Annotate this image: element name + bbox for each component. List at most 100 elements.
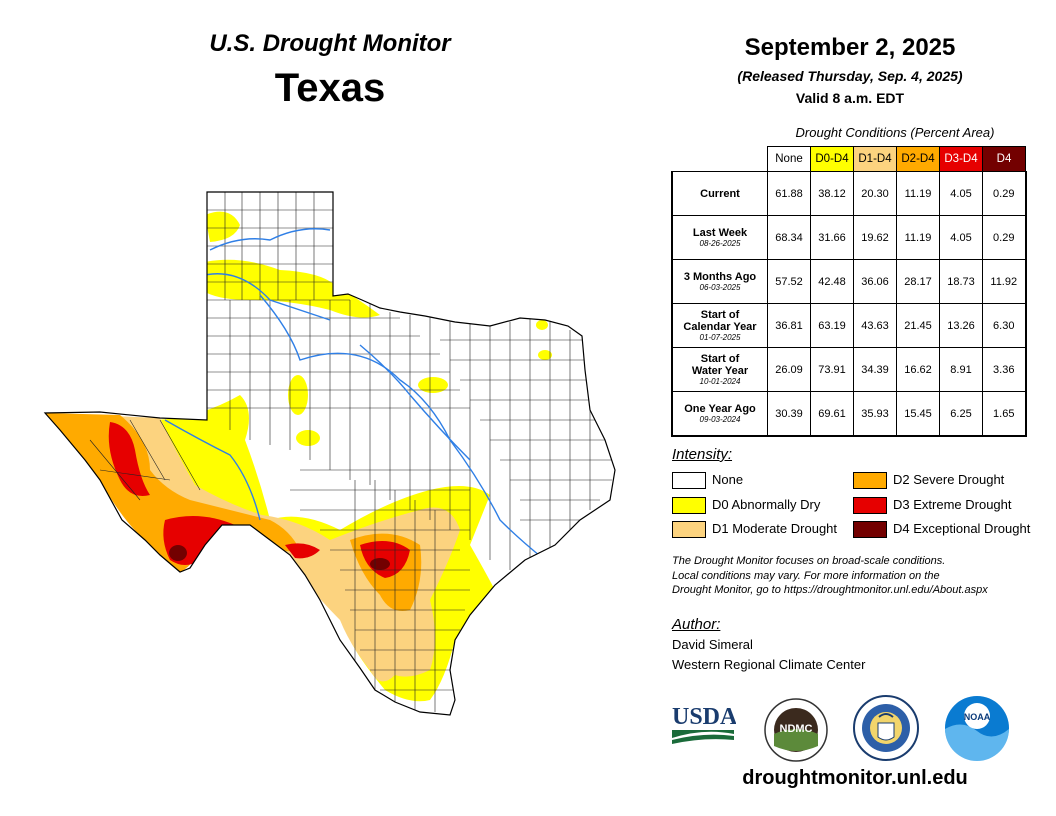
rivers — [164, 228, 546, 561]
legend-item: None — [672, 471, 744, 490]
table-row: Current 61.88 38.12 20.30 11.19 4.05 0.2… — [671, 171, 1026, 216]
table-cell: 61.88 — [767, 171, 811, 216]
legend-swatch — [672, 472, 706, 490]
legend-swatch — [853, 497, 887, 515]
legend-swatch — [853, 472, 887, 490]
table-cell: 0.29 — [982, 215, 1026, 260]
table-cell: 26.09 — [767, 347, 811, 392]
map-date: September 2, 2025 — [744, 34, 956, 61]
table-cell: 8.91 — [939, 347, 983, 392]
legend-item: D4 Exceptional Drought — [853, 520, 1031, 539]
column-header: D2-D4 — [896, 146, 940, 172]
author-heading: Author: — [672, 616, 721, 633]
author-name: David Simeral — [672, 637, 753, 652]
table-cell: 69.61 — [810, 391, 854, 437]
row-date: 09-03-2024 — [699, 414, 741, 424]
commerce-seal — [853, 695, 919, 761]
table-cell: 1.65 — [982, 391, 1026, 437]
legend-swatch — [853, 521, 887, 539]
legend-label: D3 Extreme Drought — [893, 497, 1012, 512]
legend-swatch — [672, 521, 706, 539]
table-row: One Year Ago 09-03-2024 30.39 69.61 35.93… — [671, 391, 1026, 437]
ndmc-logo: NDMC — [764, 698, 828, 762]
table-cell: 20.30 — [853, 171, 897, 216]
table-cell: 11.19 — [896, 171, 940, 216]
table-cell: 28.17 — [896, 259, 940, 304]
row-label: 3 Months Ago 06-03-2025 — [671, 259, 768, 304]
table-cell: 11.92 — [982, 259, 1026, 304]
noaa-logo: NOAA — [945, 696, 1009, 761]
column-header: D3-D4 — [939, 146, 983, 172]
legend-item: D0 Abnormally Dry — [672, 496, 821, 515]
table-cell: 3.36 — [982, 347, 1026, 392]
legend-title: Intensity: — [672, 446, 733, 463]
row-label: Current — [671, 171, 768, 216]
table-cell: 0.29 — [982, 171, 1026, 216]
row-date: 08-26-2025 — [699, 238, 741, 248]
table-cell: 57.52 — [767, 259, 811, 304]
texas-outline — [43, 191, 616, 716]
table-caption: Drought Conditions (Percent Area) — [795, 125, 995, 140]
legend-label: None — [712, 472, 744, 487]
website-link[interactable]: droughtmonitor.unl.edu — [742, 767, 968, 789]
table-cell: 68.34 — [767, 215, 811, 260]
row-label: Start of Water Year 10-01-2024 — [671, 347, 768, 392]
legend-item: D1 Moderate Drought — [672, 520, 838, 539]
note-line: Local conditions may vary. For more info… — [672, 569, 940, 582]
table-cell: 30.39 — [767, 391, 811, 437]
disclaimer-note: The Drought Monitor focuses on broad-sca… — [672, 554, 1042, 598]
header-blank — [672, 147, 768, 172]
release-date: (Released Thursday, Sep. 4, 2025) — [737, 68, 963, 84]
table-cell: 35.93 — [853, 391, 897, 437]
county-boundaries — [89, 192, 612, 712]
table-header-row: None D0-D4 D1-D4 D2-D4 D3-D4 D4 — [672, 146, 1026, 172]
usda-logo: USDA — [672, 704, 736, 744]
table-cell: 15.45 — [896, 391, 940, 437]
row-date: 01-07-2025 — [699, 332, 741, 342]
table-cell: 13.26 — [939, 303, 983, 348]
table-row: 3 Months Ago 06-03-2025 57.52 42.48 36.06… — [671, 259, 1026, 304]
table-cell: 63.19 — [810, 303, 854, 348]
drought-conditions-table: None D0-D4 D1-D4 D2-D4 D3-D4 D4 Current … — [671, 146, 1027, 437]
table-cell: 42.48 — [810, 259, 854, 304]
row-date: 10-01-2024 — [699, 376, 741, 386]
legend-label: D0 Abnormally Dry — [712, 497, 821, 512]
table-cell: 31.66 — [810, 215, 854, 260]
table-cell: 4.05 — [939, 171, 983, 216]
table-row: Start of Calendar Year 01-07-2025 36.81 63… — [671, 303, 1026, 348]
table-cell: 6.30 — [982, 303, 1026, 348]
column-header: None — [767, 146, 811, 172]
legend-label: D4 Exceptional Drought — [893, 521, 1031, 536]
noaa-logo-text: NOAA — [964, 712, 991, 722]
table-cell: 34.39 — [853, 347, 897, 392]
author-organization: Western Regional Climate Center — [672, 657, 866, 672]
table-cell: 36.81 — [767, 303, 811, 348]
table-cell: 6.25 — [939, 391, 983, 437]
legend-item: D3 Extreme Drought — [853, 496, 1012, 515]
valid-time: Valid 8 a.m. EDT — [795, 90, 905, 106]
ndmc-logo-text: NDMC — [780, 723, 813, 735]
note-line: The Drought Monitor focuses on broad-sca… — [672, 555, 946, 567]
table-cell: 11.19 — [896, 215, 940, 260]
usda-logo-text: USDA — [672, 704, 736, 730]
row-label: One Year Ago 09-03-2024 — [671, 391, 768, 437]
legend-swatch — [672, 497, 706, 515]
row-label: Last Week 08-26-2025 — [671, 215, 768, 260]
table-cell: 36.06 — [853, 259, 897, 304]
table-cell: 21.45 — [896, 303, 940, 348]
table-cell: 73.91 — [810, 347, 854, 392]
map-state-title: Texas — [274, 66, 386, 110]
table-cell: 43.63 — [853, 303, 897, 348]
column-header: D1-D4 — [853, 146, 897, 172]
column-header: D0-D4 — [810, 146, 854, 172]
legend-item: D2 Severe Drought — [853, 471, 1004, 490]
note-line: Drought Monitor, go to https://droughtmo… — [672, 584, 988, 596]
legend-label: D1 Moderate Drought — [712, 521, 838, 536]
table-cell: 4.05 — [939, 215, 983, 260]
table-cell: 16.62 — [896, 347, 940, 392]
table-cell: 19.62 — [853, 215, 897, 260]
column-header: D4 — [982, 146, 1026, 172]
table-row: Start of Water Year 10-01-2024 26.09 73.91… — [671, 347, 1026, 392]
texas-drought-map — [43, 191, 616, 716]
row-date: 06-03-2025 — [699, 282, 741, 292]
